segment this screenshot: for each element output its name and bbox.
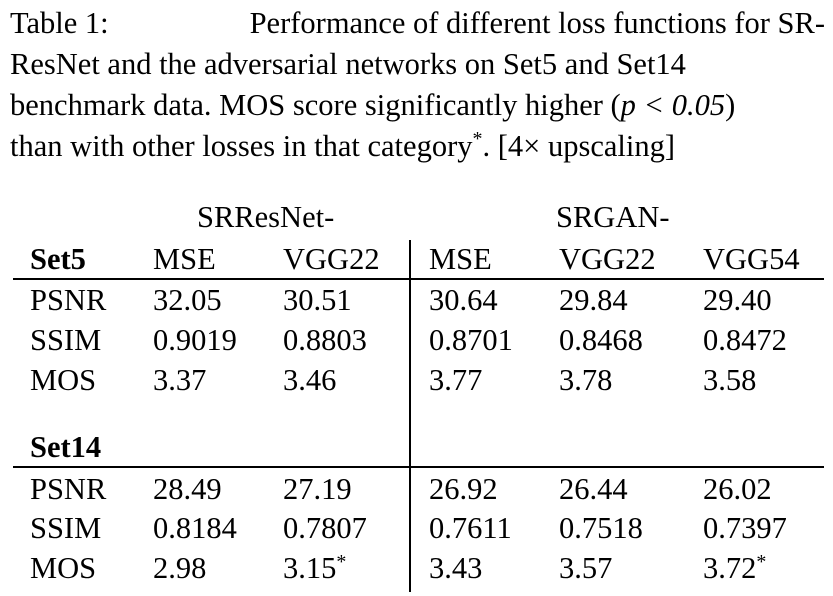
- table-cell-starred: 3.15*: [283, 551, 346, 585]
- header-rule: [13, 278, 824, 280]
- table-cell: 32.05: [153, 283, 222, 317]
- table-cell: 0.7397: [703, 511, 787, 545]
- row-label: MOS: [30, 551, 97, 585]
- table-cell: 3.58: [703, 363, 757, 397]
- significance-star: *: [756, 551, 767, 573]
- table-cell: 26.92: [429, 472, 498, 506]
- caption-line-1: Table 1: Performance of different loss f…: [10, 3, 825, 44]
- caption-line-4-tail: . [4× upscaling]: [482, 129, 676, 163]
- table-cell: 3.57: [559, 551, 613, 585]
- row-label: PSNR: [30, 472, 107, 506]
- table-cell: 30.64: [429, 283, 498, 317]
- table-cell: 26.02: [703, 472, 772, 506]
- caption-line-4: than with other losses in that category*…: [10, 126, 825, 167]
- column-header-srresnet-vgg22: VGG22: [283, 242, 380, 276]
- table-cell-starred: 3.72*: [703, 551, 766, 585]
- table-cell: 0.8803: [283, 323, 367, 357]
- table-cell: 0.8472: [703, 323, 787, 357]
- table-cell: 27.19: [283, 472, 352, 506]
- table-cell: 2.98: [153, 551, 207, 585]
- table-cell: 30.51: [283, 283, 352, 317]
- column-header-srgan-mse: MSE: [429, 242, 492, 276]
- caption-line-2-text: ResNet and the adversarial networks on S…: [10, 47, 686, 81]
- table-cell: 0.7807: [283, 511, 367, 545]
- row-label: SSIM: [30, 511, 102, 545]
- caption-line-3-text-b: ): [725, 88, 736, 122]
- group-divider: [409, 240, 411, 592]
- table-cell: 0.8701: [429, 323, 513, 357]
- table-cell: 26.44: [559, 472, 628, 506]
- caption-line-4-text: than with other losses in that category: [10, 129, 473, 163]
- set14-rule: [13, 466, 824, 468]
- caption-label: Table 1:: [10, 6, 109, 40]
- table-cell: 0.7518: [559, 511, 643, 545]
- caption-math-p: p < 0.05: [620, 88, 726, 122]
- table-caption: Table 1: Performance of different loss f…: [10, 3, 825, 167]
- table-cell: 3.77: [429, 363, 483, 397]
- table-cell: 29.84: [559, 283, 628, 317]
- section-label-set5: Set5: [30, 242, 86, 276]
- table-cell: 3.43: [429, 551, 483, 585]
- table-cell: 3.37: [153, 363, 207, 397]
- caption-line-2: ResNet and the adversarial networks on S…: [10, 44, 825, 85]
- cell-value: 3.15: [283, 551, 337, 585]
- group-header-srgan: SRGAN-: [556, 200, 670, 234]
- table-cell: 0.8184: [153, 511, 237, 545]
- column-header-srresnet-mse: MSE: [153, 242, 216, 276]
- row-label: PSNR: [30, 283, 107, 317]
- section-label-set14: Set14: [30, 430, 102, 464]
- caption-line-3-text-a: benchmark data. MOS score significantly …: [10, 88, 621, 122]
- caption-line-3: benchmark data. MOS score significantly …: [10, 85, 825, 126]
- table-cell: 29.40: [703, 283, 772, 317]
- row-label: SSIM: [30, 323, 102, 357]
- group-header-srresnet: SRResNet-: [197, 200, 335, 234]
- cell-value: 3.72: [703, 551, 757, 585]
- row-label: MOS: [30, 363, 97, 397]
- column-header-srgan-vgg22: VGG22: [559, 242, 656, 276]
- column-header-srgan-vgg54: VGG54: [703, 242, 800, 276]
- table-cell: 0.8468: [559, 323, 643, 357]
- table-cell: 28.49: [153, 472, 222, 506]
- table-cell: 3.78: [559, 363, 613, 397]
- table-cell: 3.46: [283, 363, 337, 397]
- caption-star: *: [472, 127, 483, 150]
- caption-line-1-text: Performance of different loss functions …: [249, 6, 825, 40]
- table-cell: 0.7611: [429, 511, 512, 545]
- table-cell: 0.9019: [153, 323, 237, 357]
- significance-star: *: [336, 551, 347, 573]
